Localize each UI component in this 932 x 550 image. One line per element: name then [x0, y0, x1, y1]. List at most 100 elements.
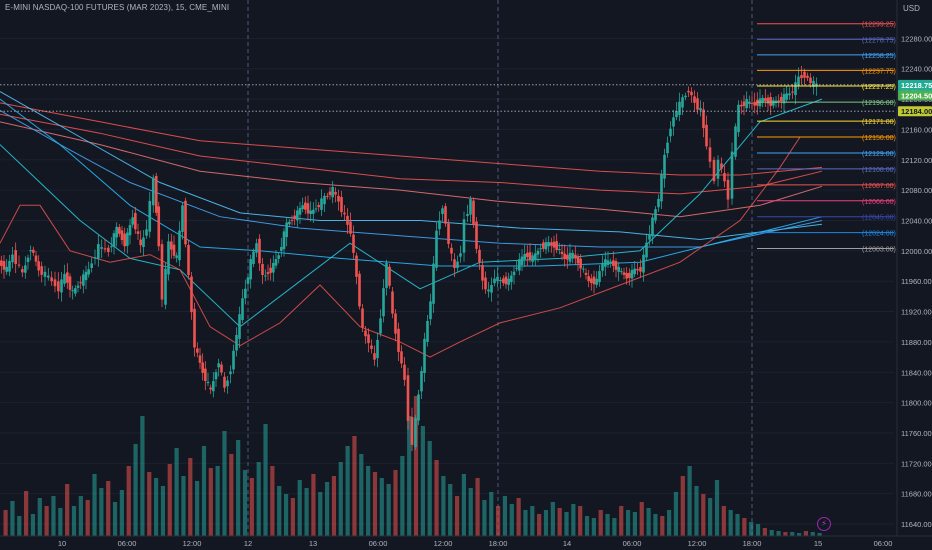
- candle-body[interactable]: [450, 247, 453, 254]
- price-tag[interactable]: [898, 90, 932, 101]
- candle-body[interactable]: [206, 381, 210, 384]
- candle-body[interactable]: [84, 271, 88, 281]
- candle-body[interactable]: [252, 251, 255, 265]
- candle-body[interactable]: [24, 265, 27, 273]
- candle-body[interactable]: [388, 266, 391, 286]
- candle-body[interactable]: [226, 380, 229, 387]
- candle-body[interactable]: [563, 253, 566, 260]
- candle-body[interactable]: [684, 95, 687, 98]
- candle-body[interactable]: [131, 217, 134, 225]
- candle-body[interactable]: [414, 417, 417, 448]
- candle-body[interactable]: [43, 271, 47, 277]
- candle-body[interactable]: [547, 242, 550, 247]
- candle-body[interactable]: [528, 252, 532, 260]
- candle-body[interactable]: [87, 269, 90, 275]
- candle-body[interactable]: [617, 266, 620, 272]
- candle-body[interactable]: [376, 339, 379, 359]
- candle-body[interactable]: [716, 159, 720, 179]
- candle-body[interactable]: [93, 257, 97, 259]
- candle-body[interactable]: [794, 82, 797, 96]
- candle-body[interactable]: [71, 290, 74, 292]
- candle-body[interactable]: [115, 226, 118, 238]
- candle-body[interactable]: [490, 284, 493, 293]
- candle-body[interactable]: [280, 246, 283, 251]
- candle-body[interactable]: [373, 353, 376, 360]
- candle-body[interactable]: [306, 203, 310, 214]
- candle-body[interactable]: [320, 198, 323, 210]
- candle-body[interactable]: [274, 259, 278, 266]
- candle-body[interactable]: [178, 230, 181, 261]
- candle-body[interactable]: [636, 268, 639, 271]
- candle-body[interactable]: [737, 104, 740, 133]
- candle-body[interactable]: [290, 219, 294, 221]
- candle-body[interactable]: [154, 176, 158, 213]
- candle-body[interactable]: [34, 255, 38, 262]
- candle-body[interactable]: [107, 247, 110, 253]
- candle-body[interactable]: [40, 266, 43, 275]
- candle-body[interactable]: [139, 239, 142, 246]
- candle-body[interactable]: [204, 368, 207, 382]
- candle-body[interactable]: [639, 267, 642, 272]
- candle-body[interactable]: [466, 214, 469, 216]
- candle-body[interactable]: [167, 241, 170, 275]
- candle-body[interactable]: [118, 227, 121, 234]
- candle-body[interactable]: [11, 254, 14, 263]
- candle-body[interactable]: [328, 191, 332, 196]
- candle-body[interactable]: [441, 208, 444, 215]
- candle-body[interactable]: [187, 244, 190, 275]
- candle-body[interactable]: [309, 210, 312, 215]
- candle-body[interactable]: [648, 234, 651, 240]
- candle-body[interactable]: [79, 282, 82, 284]
- candle-body[interactable]: [745, 99, 748, 109]
- candle-body[interactable]: [68, 276, 72, 290]
- candle-body[interactable]: [797, 76, 800, 87]
- candle-body[interactable]: [777, 100, 780, 102]
- candle-body[interactable]: [361, 308, 364, 328]
- candle-body[interactable]: [223, 376, 226, 388]
- candle-body[interactable]: [748, 101, 751, 104]
- candle-body[interactable]: [481, 265, 484, 281]
- candle-body[interactable]: [126, 232, 129, 246]
- candle-body[interactable]: [678, 101, 681, 115]
- candle-body[interactable]: [628, 272, 631, 278]
- candle-body[interactable]: [800, 75, 803, 79]
- candle-body[interactable]: [504, 276, 508, 285]
- candle-body[interactable]: [756, 99, 759, 106]
- candle-body[interactable]: [314, 208, 318, 210]
- candle-body[interactable]: [478, 249, 481, 263]
- candle-body[interactable]: [355, 255, 358, 277]
- candle-body[interactable]: [423, 338, 426, 374]
- candle-body[interactable]: [17, 264, 21, 266]
- candle-body[interactable]: [592, 276, 596, 285]
- candle-body[interactable]: [609, 261, 612, 264]
- candle-body[interactable]: [340, 196, 343, 213]
- candle-body[interactable]: [809, 77, 812, 83]
- candle-body[interactable]: [772, 100, 775, 106]
- candle-body[interactable]: [531, 255, 534, 262]
- candle-body[interactable]: [123, 233, 126, 247]
- candle-body[interactable]: [417, 394, 420, 421]
- candle-body[interactable]: [235, 334, 238, 351]
- candle-body[interactable]: [690, 91, 693, 96]
- candle-body[interactable]: [791, 91, 794, 93]
- candle-body[interactable]: [620, 271, 623, 273]
- candle-body[interactable]: [400, 351, 403, 364]
- candle-body[interactable]: [622, 272, 626, 275]
- candle-body[interactable]: [595, 278, 598, 285]
- candle-body[interactable]: [456, 261, 459, 268]
- candle-body[interactable]: [301, 205, 304, 210]
- candle-body[interactable]: [571, 252, 574, 259]
- candle-body[interactable]: [184, 200, 187, 245]
- candle-body[interactable]: [812, 80, 815, 87]
- candle-body[interactable]: [507, 278, 510, 285]
- candle-body[interactable]: [579, 258, 582, 269]
- candle-body[interactable]: [633, 268, 636, 275]
- candle-body[interactable]: [669, 128, 672, 137]
- candle-body[interactable]: [429, 301, 432, 320]
- candle-body[interactable]: [726, 179, 730, 200]
- candle-body[interactable]: [512, 271, 516, 276]
- candle-body[interactable]: [612, 260, 615, 266]
- candle-body[interactable]: [172, 244, 176, 256]
- candle-body[interactable]: [693, 96, 696, 103]
